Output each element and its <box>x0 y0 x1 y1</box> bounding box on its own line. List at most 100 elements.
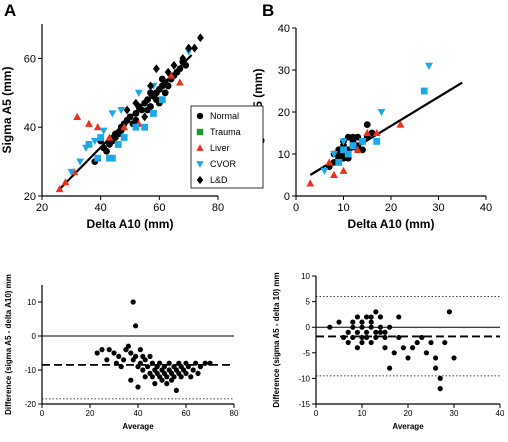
data-point <box>164 67 172 77</box>
data-point <box>345 339 351 346</box>
x-tick-label: 10 <box>337 202 349 214</box>
data-point <box>128 377 134 383</box>
y-tick-label: 0 <box>32 332 37 341</box>
data-point <box>161 364 167 370</box>
data-point <box>396 334 402 341</box>
y-tick-label: -15 <box>298 400 310 409</box>
data-point <box>419 334 425 341</box>
data-point <box>400 345 406 351</box>
chart-b-bland-altman: 0 10 20 30 40 -15 -10 -5 0 5 10 Average Difference (… <box>272 272 505 431</box>
data-point <box>325 158 334 166</box>
data-point <box>377 108 386 117</box>
data-point <box>387 324 393 330</box>
data-point <box>344 150 352 158</box>
data-point <box>446 309 452 315</box>
data-point <box>330 170 338 179</box>
x-tick-label: 80 <box>230 409 239 418</box>
data-point <box>377 324 383 330</box>
data-point <box>93 123 102 131</box>
legend-label: Liver <box>210 143 230 153</box>
data-point <box>109 154 116 162</box>
data-point <box>76 158 85 166</box>
data-point <box>345 329 351 335</box>
data-point <box>132 123 140 131</box>
x-tick-label: 20 <box>36 202 48 214</box>
data-point <box>97 134 105 141</box>
data-point <box>433 365 439 371</box>
data-point <box>137 347 143 353</box>
y-tick-label: 10 <box>278 149 290 161</box>
data-point <box>164 374 170 380</box>
data-point <box>363 121 371 128</box>
y-tick-label: 10 <box>27 298 36 307</box>
data-point <box>354 329 360 335</box>
data-point <box>364 334 370 341</box>
data-point <box>368 324 374 330</box>
x-tick-label: 40 <box>480 202 492 214</box>
y-tick-label: -20 <box>24 400 36 409</box>
x-tick-label: 80 <box>212 202 224 214</box>
data-point <box>141 123 149 131</box>
data-point <box>373 329 379 335</box>
data-point <box>391 350 397 356</box>
data-point <box>164 381 170 387</box>
x-axis-title: Delta A10 (mm) <box>87 217 174 231</box>
data-point <box>116 353 122 359</box>
x-tick-label: 40 <box>134 409 143 418</box>
data-point <box>113 360 119 366</box>
data-point <box>133 353 139 359</box>
data-point <box>349 142 357 149</box>
data-point <box>153 64 160 74</box>
data-point <box>144 96 152 104</box>
data-point <box>158 75 166 83</box>
data-point <box>85 141 93 148</box>
data-point <box>335 159 343 166</box>
y-axis-title: Difference (sigma A5 - delta 10) mm <box>272 272 281 407</box>
data-point <box>377 329 383 335</box>
data-point <box>111 350 117 356</box>
data-point <box>410 345 416 351</box>
data-point <box>350 324 356 330</box>
x-tick-label: 30 <box>450 409 459 418</box>
y-tick-label: 0 <box>306 323 311 332</box>
legend-label: L&D <box>210 175 228 185</box>
y-axis-title: Sigma A5 (mm) <box>0 67 14 154</box>
data-point <box>137 360 143 366</box>
data-point <box>106 141 113 148</box>
data-point <box>108 110 117 118</box>
data-point <box>451 355 457 361</box>
data-point <box>423 350 429 356</box>
data-point <box>405 355 411 361</box>
x-tick-label: 0 <box>293 202 299 214</box>
y-axis-title: Difference (sigma A5 - delta A10) mm <box>4 274 13 415</box>
data-point <box>118 364 124 370</box>
data-point <box>170 60 178 70</box>
data-point <box>117 106 126 115</box>
data-point <box>354 314 360 320</box>
data-point <box>396 120 405 128</box>
data-point <box>141 112 149 122</box>
data-point <box>158 96 166 104</box>
data-point <box>359 334 365 341</box>
data-point <box>134 89 143 97</box>
data-point <box>202 360 208 366</box>
data-point <box>359 319 365 325</box>
data-point <box>67 168 76 176</box>
data-point <box>437 375 443 381</box>
x-tick-label: 40 <box>95 202 107 214</box>
legend-marker <box>196 175 204 185</box>
data-point <box>173 387 179 393</box>
data-point <box>164 82 172 90</box>
data-point <box>126 113 134 121</box>
data-point <box>105 133 114 141</box>
data-point <box>396 314 402 320</box>
x-axis-title: Average <box>122 422 154 431</box>
y-tick-label: -5 <box>303 349 311 358</box>
x-tick-label: 0 <box>40 409 45 418</box>
data-point <box>175 78 184 86</box>
data-point <box>61 178 70 186</box>
legend-marker <box>196 128 204 136</box>
data-point <box>364 314 370 320</box>
data-point <box>94 154 102 162</box>
